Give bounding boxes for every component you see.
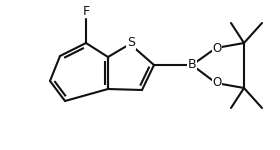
Text: F: F [82, 5, 90, 18]
Text: O: O [212, 42, 222, 54]
Text: O: O [212, 76, 222, 90]
Text: B: B [188, 58, 196, 72]
Text: S: S [127, 36, 135, 50]
